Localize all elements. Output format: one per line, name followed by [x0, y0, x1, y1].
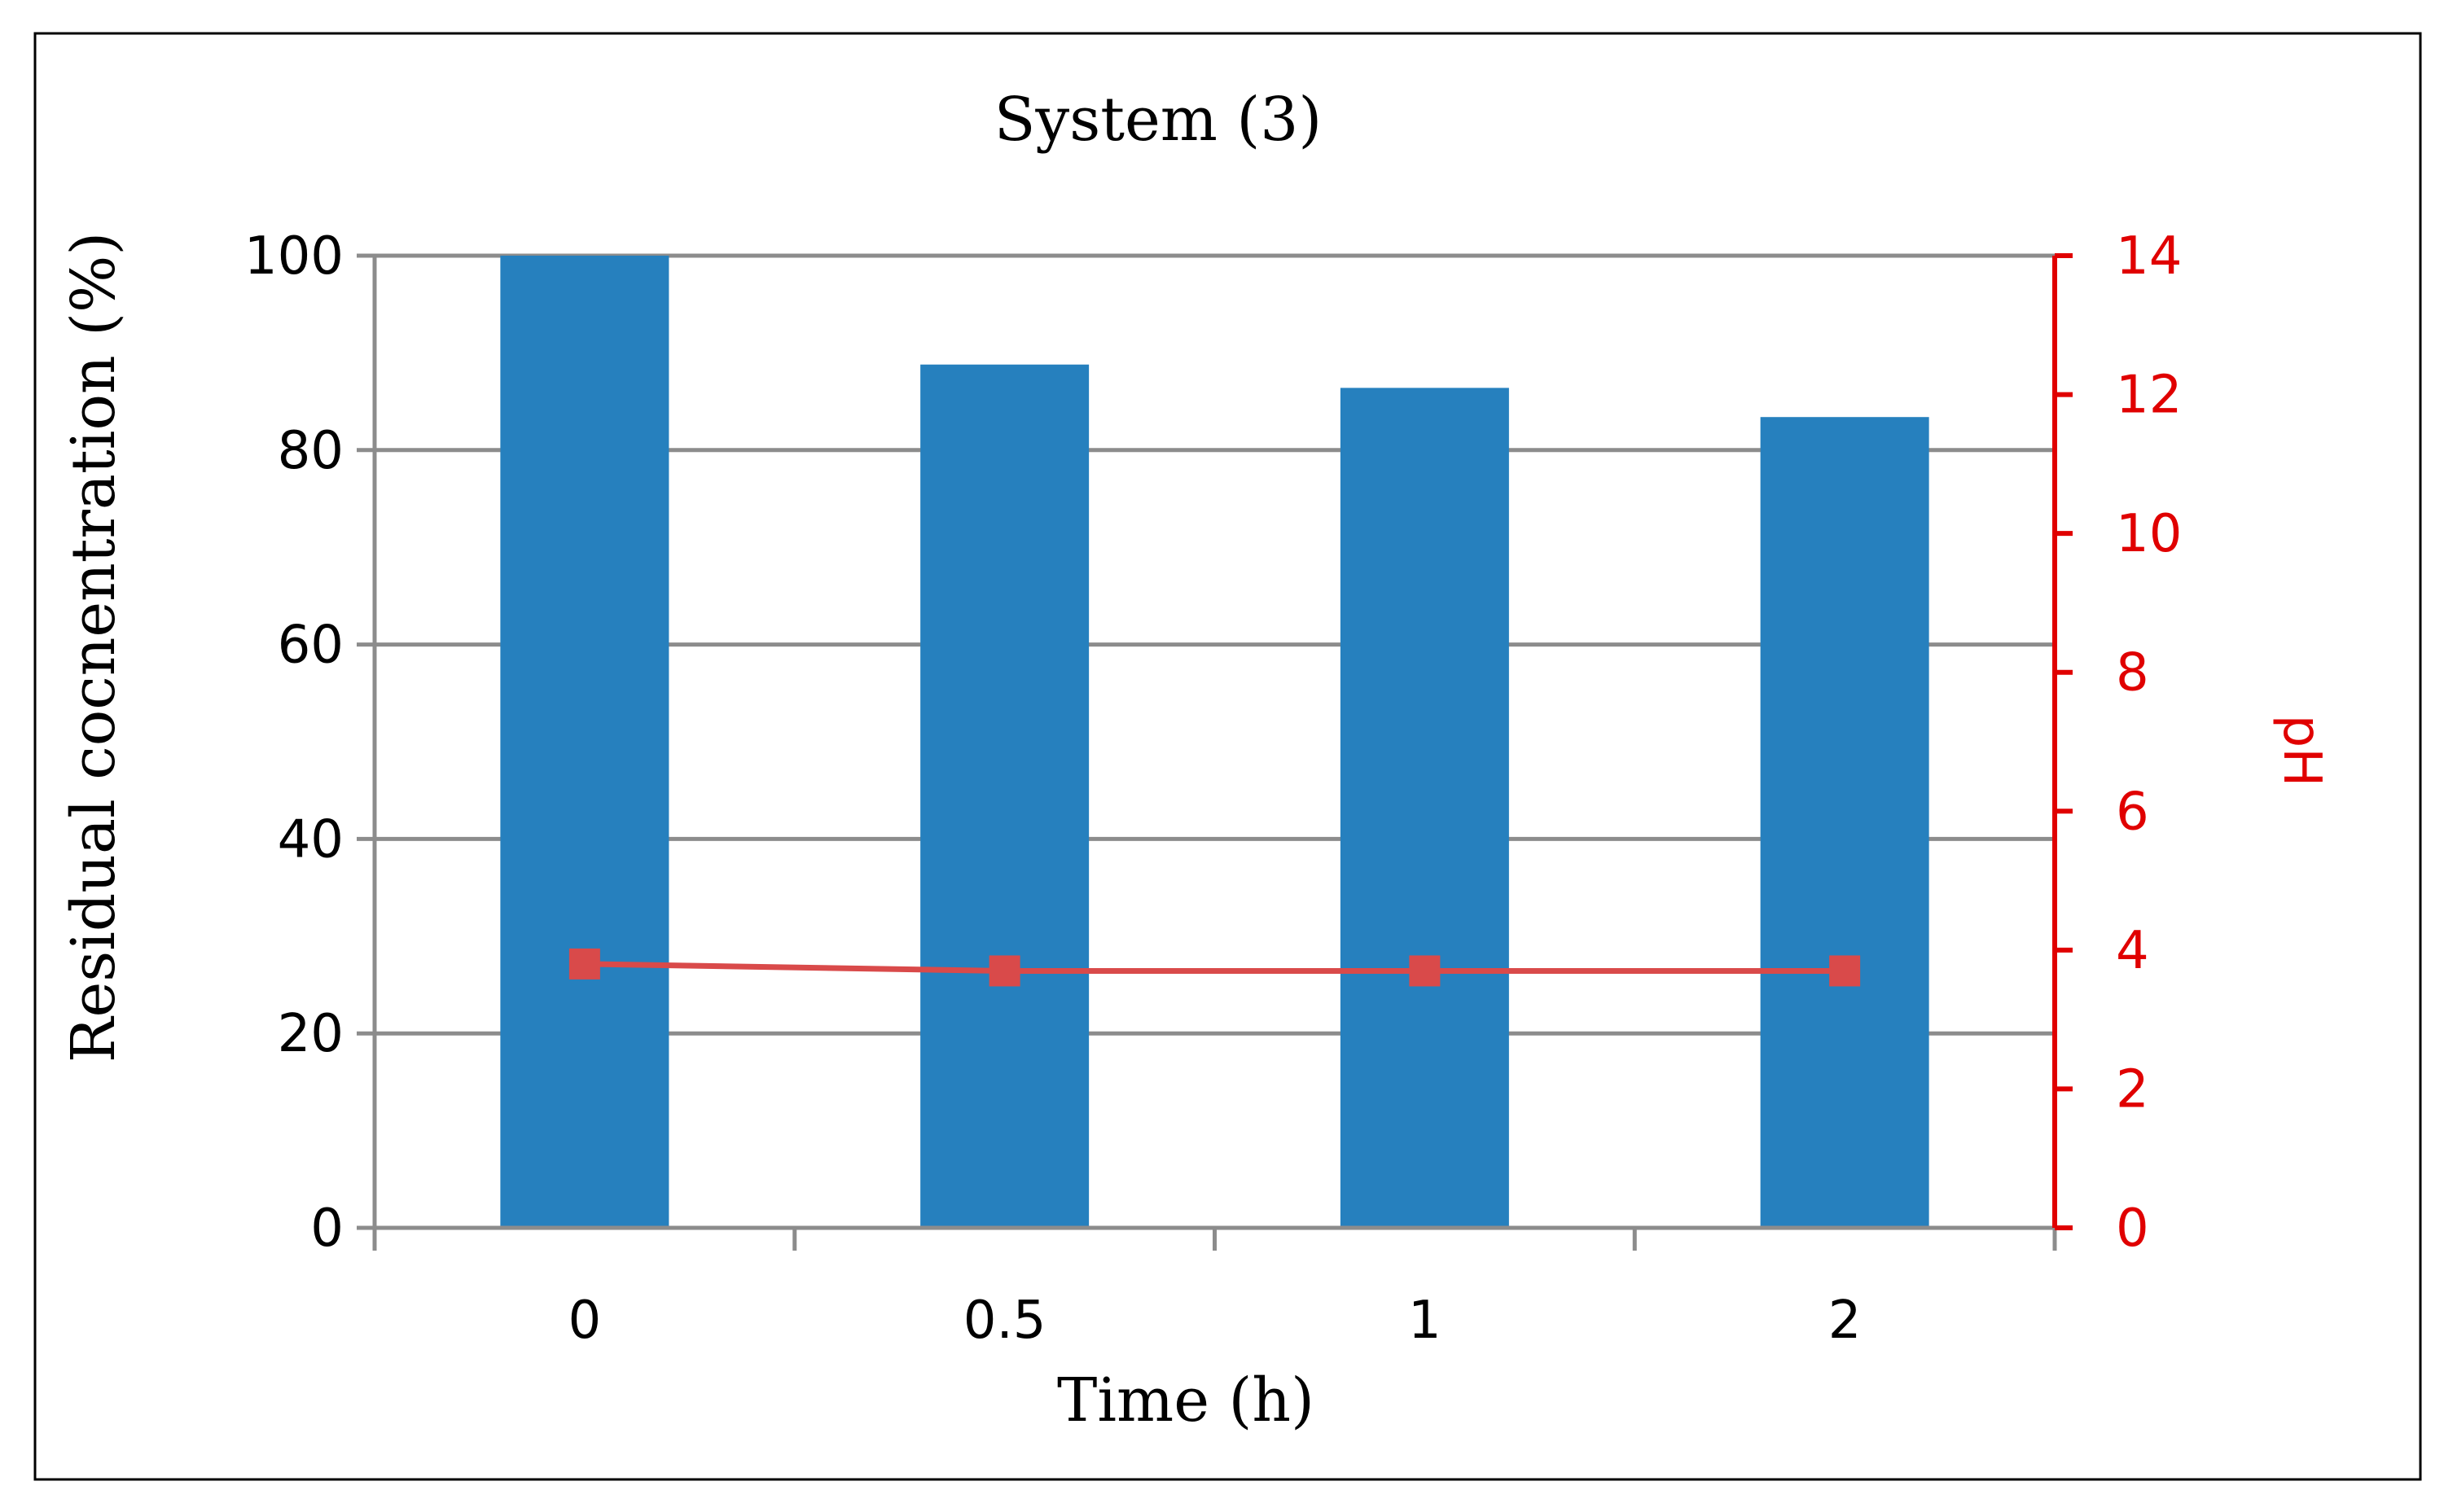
x-axis-title: Time (h)	[1057, 1365, 1314, 1435]
bar	[920, 364, 1090, 1228]
bar-series	[500, 256, 1929, 1228]
y2-tick-label: 4	[2116, 921, 2149, 981]
y-tick-label: 40	[278, 809, 344, 870]
ph-line	[584, 961, 1845, 974]
y2-tick-label: 6	[2116, 782, 2149, 842]
y-tick-label: 20	[278, 1004, 344, 1064]
chart-frame	[33, 32, 2422, 1481]
bar	[1760, 417, 1929, 1228]
y2-tick-label: 0	[2116, 1199, 2149, 1259]
ph-point	[989, 955, 1020, 987]
y-tick-label: 100	[244, 226, 344, 287]
ph-point	[568, 948, 600, 980]
ph-point	[1829, 955, 1861, 987]
x-tick-label: 1	[1408, 1291, 1441, 1351]
y2-axis-title: pH	[2271, 715, 2332, 787]
chart-title: System (3)	[994, 85, 1323, 155]
x-tick-label: 2	[1828, 1291, 1862, 1351]
x-tick-label: 0.5	[963, 1291, 1046, 1351]
y-tick-label: 0	[310, 1199, 344, 1259]
x-tick-label: 0	[568, 1291, 602, 1351]
y2-tick-label: 10	[2116, 504, 2182, 564]
y2-tick-label: 8	[2116, 643, 2149, 703]
y-tick-label: 60	[278, 616, 344, 676]
axes	[357, 253, 2073, 1251]
y2-tick-label: 2	[2116, 1059, 2149, 1120]
y2-tick-label: 12	[2116, 366, 2182, 426]
ph-point	[1409, 955, 1441, 987]
ph-line-series	[568, 948, 1861, 987]
y-tick-label: 80	[278, 421, 344, 481]
bar	[500, 256, 669, 1228]
bar	[1340, 388, 1509, 1228]
y2-tick-label: 14	[2116, 226, 2182, 287]
y-axis-title: Residual cocnentration (%)	[59, 232, 129, 1063]
